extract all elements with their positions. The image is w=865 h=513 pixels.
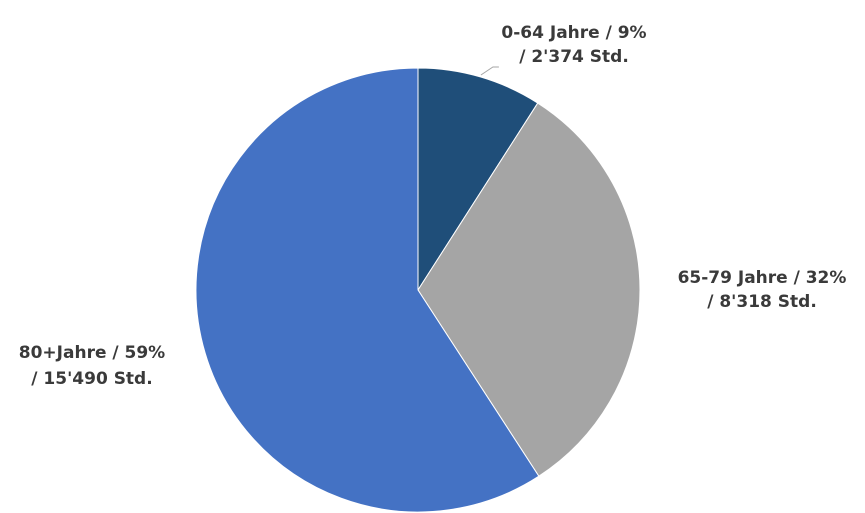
slices-layer bbox=[195, 67, 641, 513]
data-label-line1: 80+Jahre / 59% bbox=[19, 343, 165, 363]
data-label-line2: / 15'490 Std. bbox=[31, 369, 152, 389]
data-label-line2: / 8'318 Std. bbox=[707, 292, 817, 312]
pie-slice-65-79-jahre bbox=[417, 102, 641, 477]
pie-slice-80-jahre bbox=[195, 67, 540, 513]
leader-lines-layer bbox=[480, 66, 499, 76]
data-label-line1: 0-64 Jahre / 9% bbox=[501, 23, 646, 43]
data-label-0-64-jahre: 0-64 Jahre / 9% / 2'374 Std. bbox=[501, 23, 646, 67]
data-label-80-jahre: 80+Jahre / 59% / 15'490 Std. bbox=[19, 343, 165, 389]
pie-slice-0-64-jahre bbox=[417, 67, 539, 292]
leader-line bbox=[480, 66, 499, 76]
data-label-line1: 65-79 Jahre / 32% bbox=[678, 268, 847, 288]
data-label-line2: / 2'374 Std. bbox=[519, 47, 629, 67]
data-label-65-79-jahre: 65-79 Jahre / 32% / 8'318 Std. bbox=[678, 268, 847, 312]
data-labels-layer: 0-64 Jahre / 9% / 2'374 Std. 65-79 Jahre /… bbox=[19, 23, 847, 389]
